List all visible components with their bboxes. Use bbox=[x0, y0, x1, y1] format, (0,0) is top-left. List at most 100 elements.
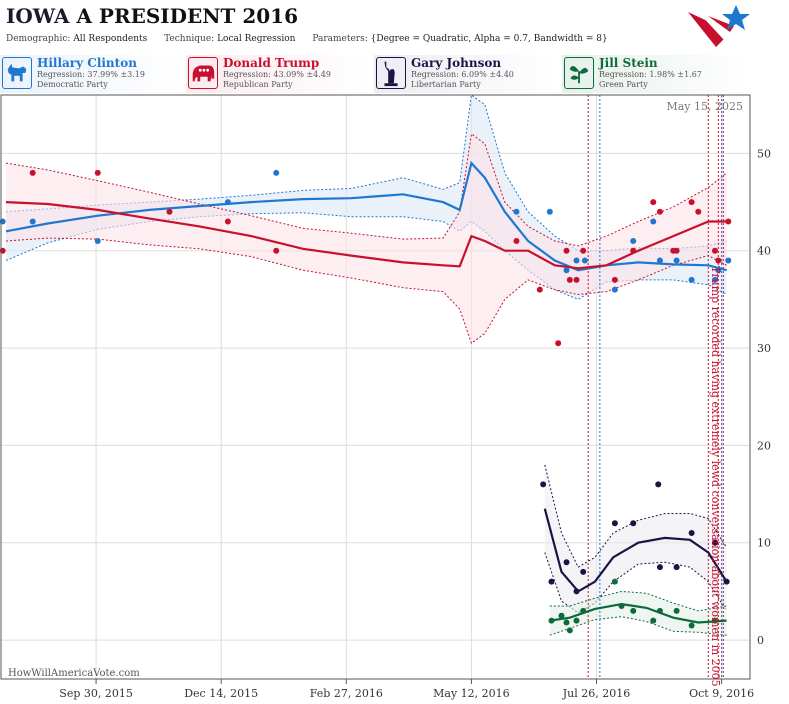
demographic-label: Demographic: bbox=[6, 34, 71, 44]
poll-chart: 0 10 20 30 40 50 Sep 30, 2015 Dec 14, 2015 Feb 2… bbox=[0, 94, 771, 700]
poll-point bbox=[540, 481, 547, 488]
poll-point bbox=[650, 218, 657, 225]
poll-point bbox=[29, 218, 36, 225]
confidence-band bbox=[549, 591, 727, 636]
poll-point bbox=[656, 257, 663, 264]
poll-point bbox=[580, 247, 587, 254]
poll-point bbox=[673, 564, 680, 571]
poll-point bbox=[581, 257, 588, 264]
poll-point bbox=[673, 257, 680, 264]
poll-point bbox=[558, 612, 565, 619]
x-tick-label: Oct 9, 2016 bbox=[689, 687, 754, 700]
poll-point bbox=[656, 208, 663, 215]
candidate-party: Republican Party bbox=[223, 80, 293, 89]
poll-point bbox=[711, 539, 718, 546]
elephant-icon bbox=[188, 57, 218, 89]
poll-point bbox=[656, 607, 663, 614]
poll-point bbox=[711, 276, 718, 283]
poll-point bbox=[548, 617, 555, 624]
poll-point bbox=[166, 208, 173, 215]
candidate-party: Libertarian Party bbox=[411, 80, 481, 89]
confidence-band bbox=[544, 464, 727, 613]
event-lines bbox=[587, 95, 724, 679]
poll-point bbox=[546, 208, 553, 215]
technique-value: Local Regression bbox=[217, 34, 296, 44]
y-tick-label: 50 bbox=[757, 147, 771, 160]
regression-line bbox=[549, 602, 727, 624]
axes: 0 10 20 30 40 50 Sep 30, 2015 Dec 14, 2015 Feb 2… bbox=[0, 94, 771, 700]
poll-point bbox=[695, 208, 702, 215]
poll-point bbox=[630, 247, 637, 254]
poll-point bbox=[725, 257, 732, 264]
poll-point bbox=[566, 627, 573, 634]
poll-point bbox=[711, 617, 718, 624]
poll-point bbox=[630, 607, 637, 614]
candidate-party: Democratic Party bbox=[37, 80, 108, 89]
poll-point bbox=[573, 276, 580, 283]
poll-point bbox=[688, 530, 695, 536]
event-annotation: Trump recorded having extremely lewd con… bbox=[709, 266, 722, 687]
poll-point bbox=[566, 276, 573, 283]
y-tick-label: 10 bbox=[757, 537, 771, 550]
legend-johnson: Gary Johnson Regression: 6.09% ±4.40 Lib… bbox=[374, 55, 558, 93]
poll-point bbox=[29, 169, 36, 176]
poll-point bbox=[513, 238, 520, 244]
candidate-name: Gary Johnson bbox=[411, 56, 502, 70]
parameters-value: {Degree = Quadratic, Alpha = 0.7, Bandwi… bbox=[370, 34, 608, 44]
poll-point bbox=[656, 564, 663, 571]
poll-point bbox=[563, 267, 570, 274]
poll-point bbox=[630, 520, 637, 527]
grid bbox=[1, 95, 750, 679]
x-tick-label: Dec 14, 2015 bbox=[184, 687, 258, 700]
regression-lines bbox=[5, 160, 728, 624]
leaf-icon bbox=[564, 57, 594, 89]
technique-label: Technique: bbox=[164, 34, 215, 44]
title-text: A PRESIDENT 2016 bbox=[69, 4, 299, 28]
poll-point bbox=[273, 247, 280, 254]
regression-line bbox=[543, 508, 728, 593]
y-tick-label: 40 bbox=[757, 245, 771, 258]
poll-point bbox=[725, 218, 732, 225]
poll-point bbox=[715, 257, 722, 264]
candidate-regression: Regression: 1.98% ±1.67 bbox=[599, 70, 702, 79]
donkey-icon bbox=[2, 57, 32, 89]
candidate-party: Green Party bbox=[599, 80, 648, 89]
poll-point bbox=[715, 267, 722, 274]
legend-stein: Jill Stein Regression: 1.98% ±1.67 Green… bbox=[562, 55, 746, 93]
flag-star-logo bbox=[688, 5, 750, 47]
x-tick-label: May 12, 2016 bbox=[433, 687, 510, 700]
poll-point bbox=[673, 247, 680, 254]
poll-point bbox=[688, 199, 695, 206]
candidate-regression: Regression: 6.09% ±4.40 bbox=[411, 70, 514, 79]
poll-point bbox=[555, 340, 562, 347]
poll-point bbox=[580, 568, 587, 575]
poll-point bbox=[94, 169, 101, 176]
chart-date-label: May 15, 2025 bbox=[666, 100, 743, 113]
poll-point bbox=[611, 520, 618, 527]
poll-point bbox=[630, 238, 637, 244]
poll-point bbox=[723, 578, 730, 585]
poll-points bbox=[0, 169, 732, 634]
y-tick-label: 20 bbox=[757, 439, 771, 452]
poll-point bbox=[611, 286, 618, 293]
poll-point bbox=[580, 607, 587, 614]
poll-point bbox=[573, 617, 580, 624]
poll-point bbox=[573, 257, 580, 264]
regression-line bbox=[5, 201, 727, 270]
poll-point bbox=[94, 238, 101, 244]
candidate-regression: Regression: 37.99% ±3.19 bbox=[37, 70, 145, 79]
band-lower-line bbox=[549, 616, 727, 636]
parameters-label: Parameters: bbox=[312, 34, 368, 44]
x-tick-label: Jul 26, 2016 bbox=[562, 687, 631, 700]
band-upper-line bbox=[5, 133, 727, 247]
poll-point bbox=[224, 199, 231, 206]
demographic-value: All Respondents bbox=[73, 34, 148, 44]
poll-point bbox=[548, 578, 555, 585]
poll-point bbox=[573, 588, 580, 595]
poll-point bbox=[618, 603, 625, 609]
page-title: IOWA A PRESIDENT 2016 bbox=[6, 4, 298, 28]
y-tick-label: 0 bbox=[757, 634, 764, 647]
poll-point bbox=[224, 218, 231, 225]
plot-frame bbox=[0, 94, 751, 680]
confidence-band bbox=[6, 133, 727, 344]
